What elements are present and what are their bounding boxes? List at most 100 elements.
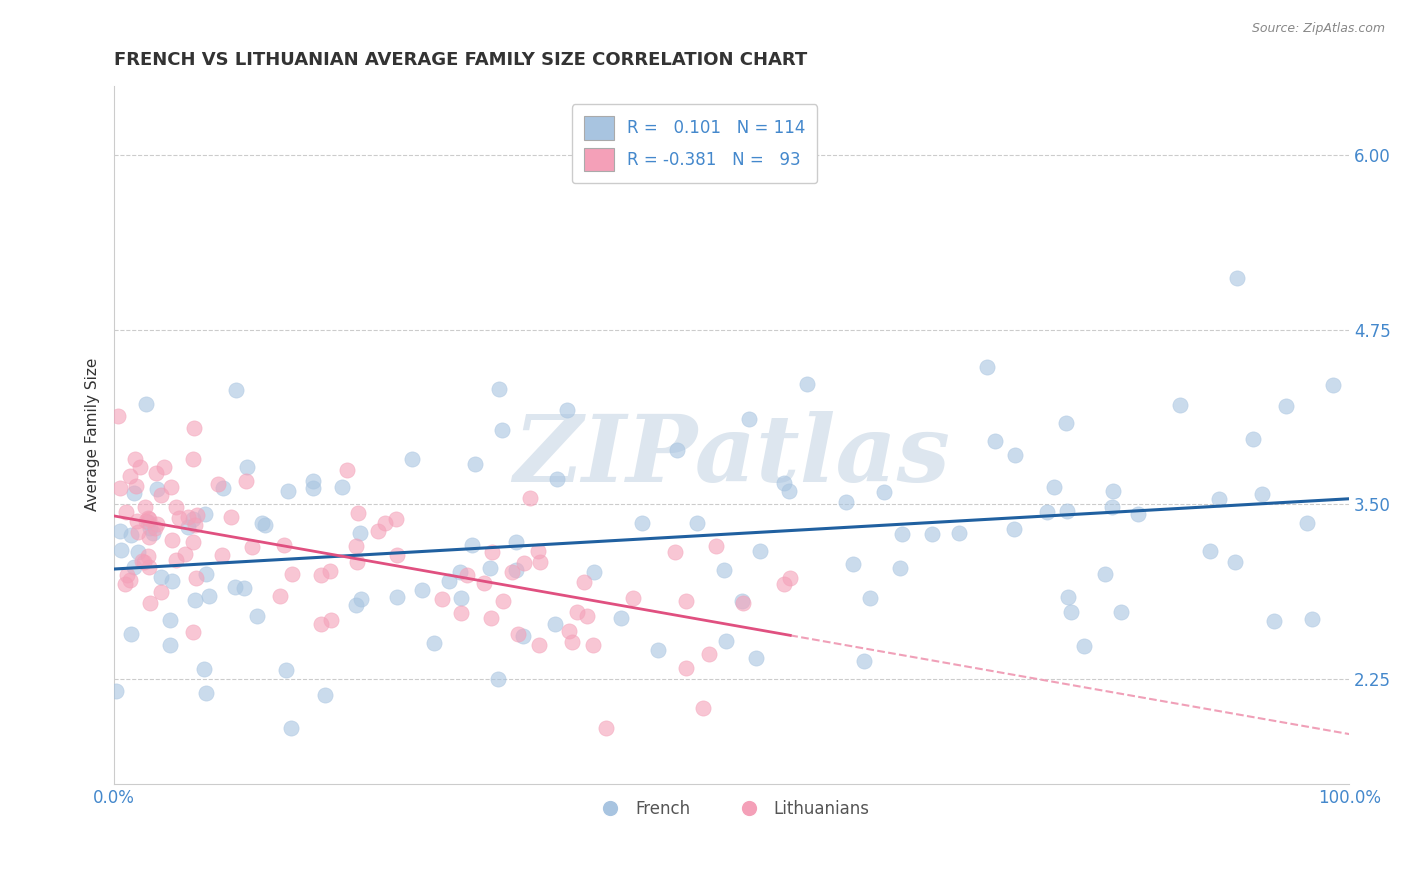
Point [115,568,138,582]
Point [344,539,367,553]
Point [194,686,217,700]
Point [976,360,998,375]
Point [450,606,472,620]
Point [181,511,204,525]
Point [853,654,876,668]
Point [1275,400,1298,414]
Point [666,442,689,457]
Point [150,488,173,502]
Point [184,517,207,532]
Point [176,520,198,534]
Point [302,481,325,495]
Point [165,500,187,514]
Point [1004,522,1026,536]
Point [488,382,510,396]
Point [921,526,943,541]
Point [120,627,142,641]
Point [165,553,187,567]
Point [269,589,291,603]
Point [314,689,336,703]
Point [1057,590,1080,604]
Point [122,485,145,500]
Point [1109,605,1132,619]
Point [529,555,551,569]
Point [439,574,461,589]
Point [150,585,173,599]
Point [583,565,606,579]
Point [479,611,502,625]
Point [309,567,332,582]
Point [136,511,159,525]
Point [1208,492,1230,507]
Point [346,555,368,569]
Point [159,638,181,652]
Point [1036,505,1059,519]
Point [236,460,259,475]
Point [138,560,160,574]
Text: ZIPatlas: ZIPatlas [513,410,950,500]
Point [145,482,167,496]
Text: FRENCH VS LITHUANIAN AVERAGE FAMILY SIZE CORRELATION CHART: FRENCH VS LITHUANIAN AVERAGE FAMILY SIZE… [114,51,807,69]
Point [631,516,654,530]
Point [513,556,536,570]
Point [890,527,912,541]
Point [253,517,276,532]
Point [505,535,527,549]
Point [675,660,697,674]
Point [1322,378,1344,392]
Point [160,574,183,589]
Point [401,452,423,467]
Point [349,525,371,540]
Point [1251,487,1274,501]
Point [1101,500,1123,515]
Point [555,403,578,417]
Point [309,616,332,631]
Point [167,511,190,525]
Point [621,591,644,606]
Point [127,524,149,539]
Point [242,540,264,554]
Point [841,557,863,571]
Point [1223,556,1246,570]
Point [595,721,617,735]
Point [385,590,408,604]
Point [114,577,136,591]
Point [374,516,396,530]
Point [139,595,162,609]
Point [181,451,204,466]
Point [177,510,200,524]
Legend: French, Lithuanians: French, Lithuanians [586,793,876,824]
Point [561,635,583,649]
Point [219,510,242,524]
Point [546,472,568,486]
Point [135,514,157,528]
Point [582,639,605,653]
Point [184,571,207,585]
Point [713,563,735,577]
Point [235,474,257,488]
Point [544,616,567,631]
Point [984,434,1007,448]
Point [647,642,669,657]
Point [193,662,215,676]
Point [207,477,229,491]
Point [120,527,142,541]
Point [1101,484,1123,499]
Point [1054,416,1077,430]
Point [110,542,132,557]
Point [212,481,235,495]
Point [319,613,342,627]
Point [731,596,754,610]
Point [456,568,478,582]
Point [692,700,714,714]
Point [575,608,598,623]
Point [387,548,409,562]
Point [565,605,588,619]
Point [506,627,529,641]
Point [131,554,153,568]
Point [136,515,159,529]
Point [143,521,166,535]
Point [432,592,454,607]
Point [198,590,221,604]
Point [115,505,138,519]
